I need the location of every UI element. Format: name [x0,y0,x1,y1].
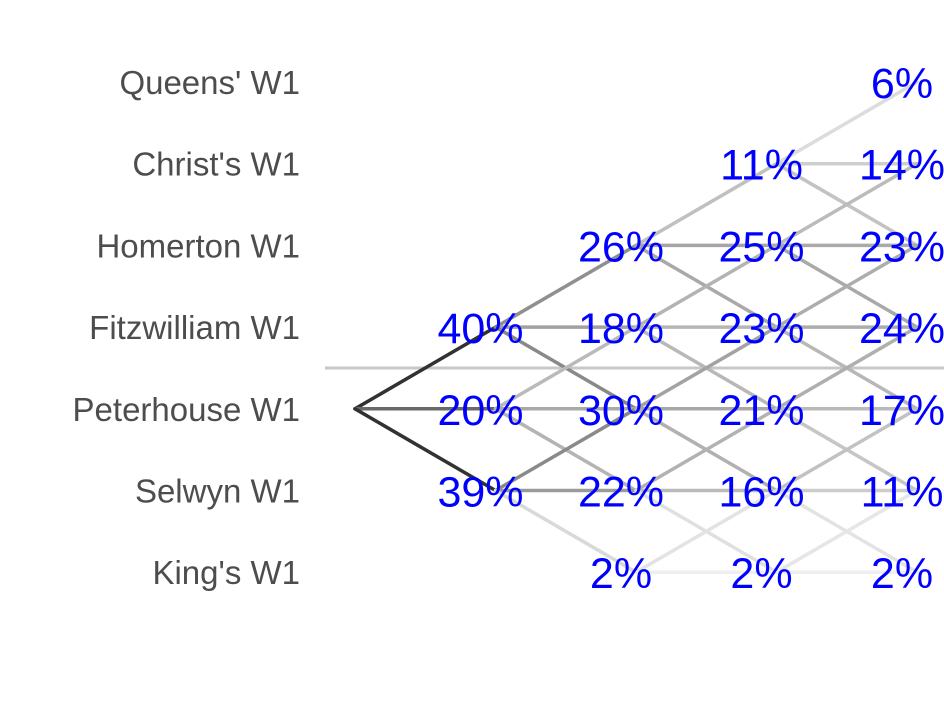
percentage-label: 23% [859,223,944,271]
transition-path [774,325,919,411]
crew-labels: Queens' W1 Christ's W1 Homerton W1 Fitzwill… [73,64,300,591]
transition-path [493,407,638,493]
crew-label: Queens' W1 [119,64,300,101]
percentage-label: 14% [859,142,944,190]
percentage-label: 25% [718,223,804,271]
crew-label: Christ's W1 [132,146,300,183]
percentage-label: 30% [578,387,664,435]
transition-path [634,161,779,248]
transition-path [493,243,638,329]
percentage-labels: 40% 20% 39% 26% 18% 30% 22% 2% 11% 25% 23% 21% 16% 2%… [437,60,944,598]
transition-path [774,243,919,329]
transition-path [634,407,779,493]
percentage-label: 16% [718,469,804,517]
transition-path [634,488,779,574]
crew-label: Fitzwilliam W1 [89,309,300,346]
percentage-label: 21% [718,387,804,435]
percentage-label: 11% [720,142,803,190]
percentage-label: 23% [718,305,804,353]
percentage-label: 2% [871,550,933,598]
transition-path [493,325,638,411]
transition-path [774,488,919,574]
percentage-label: 20% [437,387,523,435]
percentage-label: 6% [871,60,933,108]
percentage-label: 26% [578,223,664,271]
transition-path [353,407,498,493]
transition-path [353,325,498,411]
crew-label: Peterhouse W1 [73,391,300,428]
percentage-label: 40% [437,305,523,353]
percentage-label: 22% [578,469,664,517]
crew-label: Selwyn W1 [135,473,300,510]
crew-label: Homerton W1 [96,227,300,264]
transition-path [634,243,779,329]
percentage-label: 2% [730,550,792,598]
percentage-label: 17% [859,387,944,435]
percentage-label: 39% [437,469,523,517]
transition-path [774,80,919,166]
transition-paths [353,80,919,574]
percentage-label: 2% [590,550,652,598]
percentage-label: 24% [859,305,944,353]
percentage-label: 11% [861,469,944,517]
percentage-label: 18% [578,305,664,353]
transition-path [493,488,638,574]
transition-path [774,161,919,248]
crew-label: King's W1 [152,554,300,591]
transition-path [634,325,779,411]
transition-path [774,407,919,493]
